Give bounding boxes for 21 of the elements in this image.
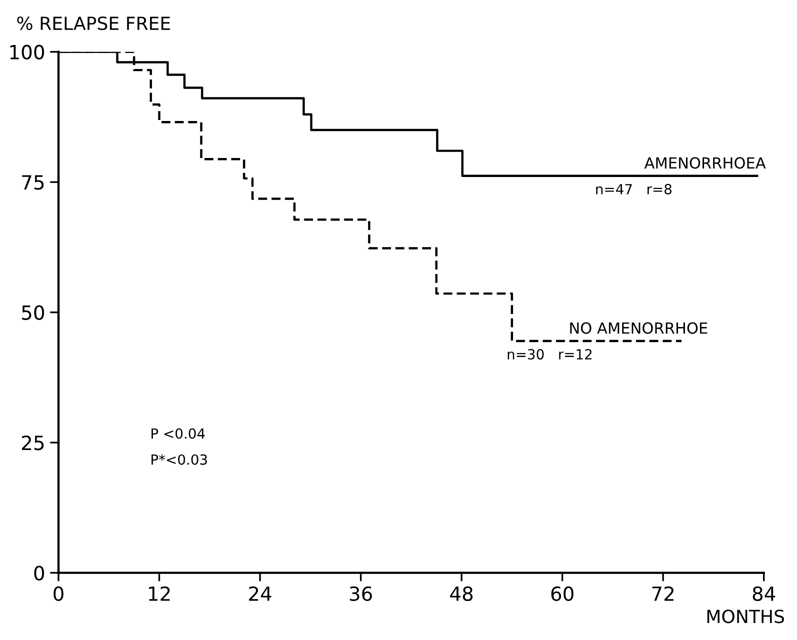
y-axis-title: % RELAPSE FREE [17,16,170,30]
annotation: n=30 r=12 [508,349,592,360]
y-tick-label: 75 [22,175,44,190]
series-label: NO AMENORRHOE [570,322,708,334]
annotation: P*<0.03 [152,454,207,465]
annotation: P <0.04 [152,428,205,439]
x-tick-label: 24 [249,586,272,601]
y-tick-label: 50 [22,305,44,320]
x-tick-label: 0 [54,586,64,602]
x-tick-label: 72 [652,586,674,601]
series-label: AMENORRHOEA [644,157,766,169]
x-tick-label: 36 [350,586,372,602]
x-tick-label: 48 [450,586,473,602]
x-axis-title: MONTHS [707,610,784,624]
y-tick-label: 25 [22,436,44,450]
y-tick-label: 0 [34,566,44,580]
x-tick-label: 60 [551,586,574,602]
y-tick-label: 100 [10,44,44,60]
annotation: n=47 r=8 [596,184,672,194]
x-tick-label: 12 [149,586,170,601]
x-tick-label: 84 [752,586,776,602]
